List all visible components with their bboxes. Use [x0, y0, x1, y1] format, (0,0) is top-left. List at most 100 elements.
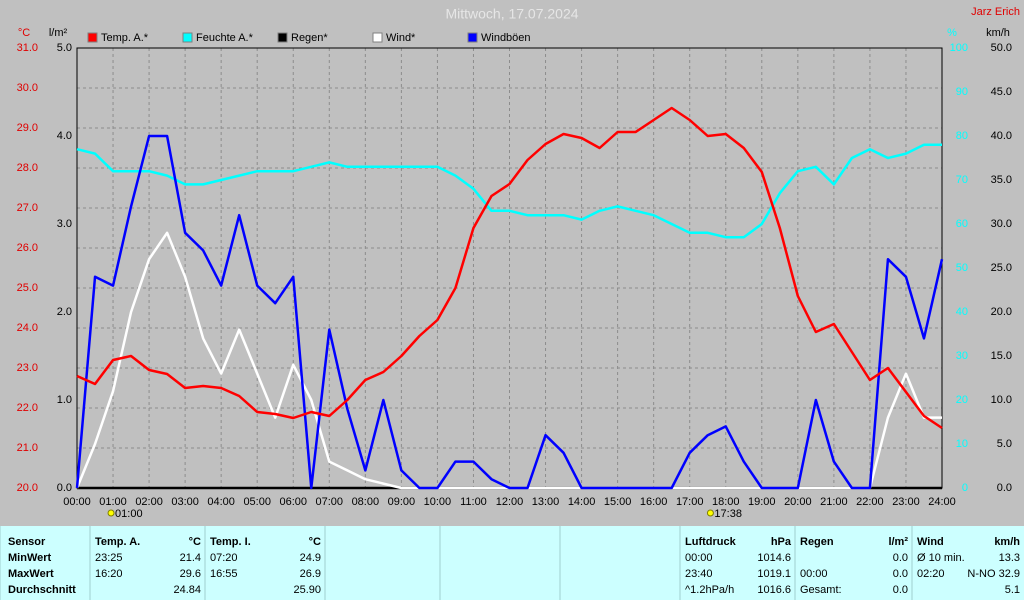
table-cell: 16:20	[95, 568, 123, 580]
table-cell: 25.90	[293, 584, 321, 596]
y-tick-label: 29.0	[17, 122, 38, 134]
x-tick-label: 11:00	[460, 496, 487, 508]
x-tick-label: 03:00	[171, 496, 199, 508]
legend-swatch	[87, 32, 98, 43]
table-cell: °C	[309, 536, 321, 548]
x-tick-label: 09:00	[388, 496, 416, 508]
x-tick-label: 21:00	[820, 496, 848, 508]
annotation: 17:38	[714, 508, 742, 520]
sun-icon	[107, 509, 115, 517]
y-tick-label: 50.0	[991, 42, 1012, 54]
legend-label: Regen*	[291, 32, 328, 44]
table-cell: 13.3	[999, 552, 1020, 564]
series-line	[76, 143, 942, 239]
table-cell: 02:20	[917, 568, 945, 580]
y-tick-label: 10.0	[991, 394, 1012, 406]
y-tick-label: 15.0	[991, 350, 1012, 362]
y-tick-label: 20.0	[17, 482, 38, 494]
y-tick-label: 26.0	[17, 242, 38, 254]
y-tick-label: 5.0	[57, 42, 72, 54]
wind-axis-unit: km/h	[986, 27, 1010, 39]
table-cell: Durchschnitt	[8, 584, 76, 596]
x-tick-label: 23:00	[892, 496, 920, 508]
annotation: 01:00	[115, 508, 143, 520]
table-cell: 00:00	[685, 552, 713, 564]
y-tick-label: 31.0	[17, 42, 38, 54]
y-tick-label: 100	[950, 42, 968, 54]
y-tick-label: 3.0	[57, 218, 72, 230]
series-line	[76, 106, 943, 430]
legend-swatch	[372, 32, 383, 43]
y-tick-label: 23.0	[17, 362, 38, 374]
table-cell: 23:40	[685, 568, 713, 580]
y-tick-label: 90	[956, 86, 968, 98]
table-cell: Luftdruck	[685, 536, 737, 548]
y-tick-label: 40.0	[991, 130, 1012, 142]
table-cell: l/m²	[888, 536, 908, 548]
y-tick-label: 5.0	[997, 438, 1012, 450]
table-cell: °C	[189, 536, 201, 548]
table-cell: Gesamt:	[800, 584, 842, 596]
x-tick-label: 14:00	[568, 496, 596, 508]
y-tick-label: 1.0	[57, 394, 72, 406]
humidity-axis-unit: %	[947, 27, 957, 39]
table-cell: Sensor	[8, 536, 46, 548]
table-cell: 5.1	[1005, 584, 1020, 596]
table-cell: 1016.6	[757, 584, 791, 596]
table-cell: Temp. A.	[95, 536, 140, 548]
x-tick-label: 20:00	[784, 496, 812, 508]
y-tick-label: 2.0	[57, 306, 72, 318]
legend-label: Wind*	[386, 32, 416, 44]
x-tick-label: 02:00	[135, 496, 163, 508]
y-tick-label: 21.0	[17, 442, 38, 454]
table-cell: 07:20	[210, 552, 238, 564]
table-cell: 1019.1	[757, 568, 791, 580]
legend-swatch	[467, 32, 478, 43]
legend-label: Windböen	[481, 32, 531, 44]
table-cell: 0.0	[893, 584, 908, 596]
y-tick-label: 10	[956, 438, 968, 450]
x-tick-label: 06:00	[279, 496, 307, 508]
y-tick-label: 20	[956, 394, 968, 406]
table-cell: 26.9	[300, 568, 321, 580]
table-cell: hPa	[771, 536, 792, 548]
y-tick-label: 45.0	[991, 86, 1012, 98]
table-cell: 21.4	[180, 552, 201, 564]
author: Jarz Erich	[971, 6, 1020, 18]
table-cell: 24.9	[300, 552, 321, 564]
series-line	[75, 134, 944, 490]
x-tick-label: 07:00	[316, 496, 344, 508]
y-tick-label: 25.0	[17, 282, 38, 294]
y-tick-label: 0.0	[997, 482, 1012, 494]
table-cell: N-NO 32.9	[967, 568, 1020, 580]
y-tick-label: 70	[956, 174, 968, 186]
table-cell: 24.84	[173, 584, 201, 596]
rain-axis-unit: l/m²	[49, 27, 68, 39]
y-tick-label: 25.0	[991, 262, 1012, 274]
table-cell: 0.0	[893, 552, 908, 564]
table-cell: 23:25	[95, 552, 123, 564]
legend-swatch	[182, 32, 193, 43]
x-tick-label: 17:00	[676, 496, 704, 508]
table-cell: 1014.6	[757, 552, 791, 564]
table-cell: Regen	[800, 536, 834, 548]
table-cell: Wind	[917, 536, 944, 548]
x-tick-label: 24:00	[928, 496, 956, 508]
x-tick-label: 22:00	[856, 496, 884, 508]
legend-label: Feuchte A.*	[196, 32, 254, 44]
y-tick-label: 80	[956, 130, 968, 142]
table-cell: Ø 10 min.	[917, 552, 965, 564]
legend-swatch	[277, 32, 288, 43]
table-cell: ^1.2hPa/h	[685, 584, 734, 596]
x-tick-label: 00:00	[63, 496, 91, 508]
x-tick-label: 01:00	[99, 496, 127, 508]
y-tick-label: 24.0	[17, 322, 38, 334]
x-tick-label: 18:00	[712, 496, 740, 508]
y-tick-label: 27.0	[17, 202, 38, 214]
table-cell: km/h	[994, 536, 1020, 548]
table-cell: MaxWert	[8, 568, 54, 580]
table-cell: MinWert	[8, 552, 52, 564]
table-cell: Temp. I.	[210, 536, 251, 548]
y-tick-label: 22.0	[17, 402, 38, 414]
y-tick-label: 28.0	[17, 162, 38, 174]
